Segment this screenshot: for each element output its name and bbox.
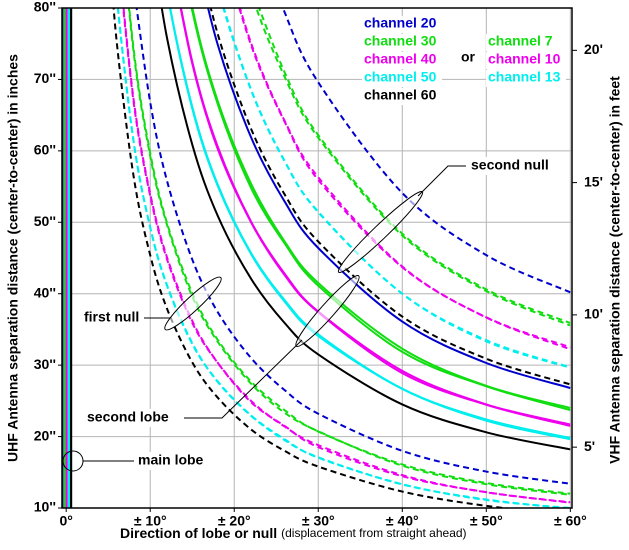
legend-bg [362, 16, 442, 33]
first-null-curve [122, 8, 571, 504]
second-null-curve [222, 8, 571, 369]
x-tick-label: ± 30° [302, 513, 335, 529]
y-tick-label: 50'' [34, 213, 56, 229]
curves [62, 8, 571, 508]
first-null-curve [122, 8, 571, 504]
annotation: main lobe [138, 452, 204, 468]
x-axis-label: Direction of lobe or null (displacement f… [120, 525, 467, 541]
y-tick-label: 60'' [34, 142, 56, 158]
y-tick-label: 40'' [34, 284, 56, 300]
legend-entry: channel 13 [488, 69, 561, 85]
legend-bg [362, 52, 442, 69]
legend-entry: channel 20 [364, 15, 437, 31]
legend-bg [486, 70, 566, 87]
label-bg [80, 309, 144, 327]
first-null-curve [128, 8, 571, 495]
main-lobe-band [63, 8, 66, 508]
second-lobe-curve [179, 8, 571, 427]
x-tick-label: ± 50° [470, 513, 503, 529]
second-null-curve [281, 8, 571, 294]
main-lobe-band [67, 8, 71, 508]
second-null-curve [258, 8, 571, 324]
label-bg [468, 157, 564, 175]
second-lobe-curve [160, 8, 571, 451]
legend-bg [362, 88, 442, 105]
legend-entry: channel 50 [364, 69, 437, 85]
legend-bg [486, 52, 566, 69]
second-lobe-curve [168, 8, 571, 441]
legend-entry: channel 40 [364, 51, 437, 67]
callouts [62, 165, 466, 472]
second-null-curve [238, 8, 571, 349]
y2-tick-label: 5' [584, 438, 595, 454]
annotation: first null [84, 309, 139, 325]
legend-entry: channel 60 [364, 87, 437, 103]
label-bg [134, 452, 214, 470]
x-axis-note: (displacement from straight ahead) [281, 526, 466, 540]
first-null-ellipse [164, 276, 222, 331]
x-tick-label: ± 20° [218, 513, 251, 529]
legend-bg [362, 34, 442, 51]
first-null-curve [127, 8, 571, 496]
first-null-curve [116, 8, 571, 508]
y-tick-label: 70'' [34, 70, 56, 86]
x-axis-title: Direction of lobe or null [120, 525, 277, 541]
label-bg [458, 49, 480, 67]
legend-entry: channel 30 [364, 33, 437, 49]
second-null-curve [255, 8, 571, 327]
main-lobe-band [65, 8, 68, 508]
y-tick-label: 20'' [34, 427, 56, 443]
y-tick-label: 10'' [34, 499, 56, 515]
y2-tick-label: 15' [584, 173, 603, 189]
y2-tick-label: 20' [584, 41, 603, 57]
y2-tick-label: 10' [584, 306, 603, 322]
y2-axis-label: VHF Antenna separation distance (center-… [607, 76, 623, 464]
second-lobe-curve [206, 8, 571, 389]
y-axis-label: UHF Antenna separation distance (center-… [5, 54, 21, 462]
annotation: second lobe [87, 409, 169, 425]
legend-entry: channel 10 [488, 51, 561, 67]
x-tick-label: ± 10° [134, 513, 167, 529]
first-null-curve [112, 8, 514, 508]
leader [417, 165, 466, 197]
legend-entry: channel 7 [488, 33, 553, 49]
x-tick-label: 0° [60, 513, 73, 529]
second-lobe-curve [190, 8, 571, 412]
second-null-curve [209, 8, 571, 386]
labels: 0° ± 10° ± 20° ± 30° ± 40° ± 50° ± 60° 10'' 20''… [34, 0, 603, 529]
x-tick-label: ± 60° [554, 513, 587, 529]
annotation: second null [471, 157, 549, 173]
legend-connector: or [461, 49, 476, 65]
label-bg [84, 409, 184, 427]
legend-bg [486, 34, 566, 51]
y-tick-label: 30'' [34, 356, 56, 372]
main-lobe-band [70, 8, 73, 508]
leader [184, 339, 303, 419]
plot-frame [61, 7, 573, 509]
y-tick-label: 80'' [34, 0, 56, 15]
first-null-curve [135, 8, 571, 485]
x-tick-label: ± 40° [386, 513, 419, 529]
legend-bg [362, 70, 442, 87]
